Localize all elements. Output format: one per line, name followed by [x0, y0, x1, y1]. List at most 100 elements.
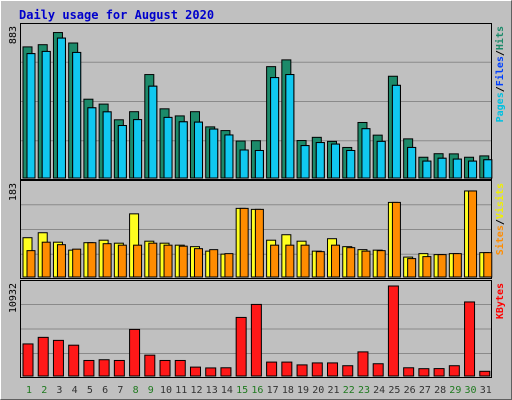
bar-pages-day-24 [376, 140, 386, 179]
day-label-24: 24 [373, 385, 385, 396]
day-label-14: 14 [221, 385, 233, 396]
day-label-7: 7 [117, 385, 123, 396]
bar-sites-day-20 [315, 251, 325, 278]
bar-kbytes-day-13 [205, 367, 217, 377]
bar-sites-day-4 [72, 248, 82, 278]
bar-sites-day-14 [224, 253, 234, 278]
bar-kbytes-day-8 [129, 328, 141, 377]
bar-pages-day-4 [72, 51, 82, 179]
day-label-3: 3 [56, 385, 62, 396]
bar-sites-day-2 [41, 241, 51, 278]
day-label-2: 2 [41, 385, 47, 396]
panel-top: 883 Pages/Files/Hits [8, 23, 506, 180]
bar-sites-day-17 [270, 244, 280, 278]
bar-sites-day-6 [102, 243, 112, 278]
bar-kbytes-day-19 [296, 364, 308, 377]
bar-sites-day-26 [407, 258, 417, 278]
day-label-29: 29 [449, 385, 461, 396]
bar-kbytes-day-18 [281, 361, 293, 377]
day-label-28: 28 [434, 385, 446, 396]
day-label-26: 26 [404, 385, 416, 396]
day-label-23: 23 [358, 385, 370, 396]
day-label-12: 12 [190, 385, 202, 396]
bar-pages-day-6 [102, 111, 112, 179]
day-label-21: 21 [327, 385, 339, 396]
day-label-19: 19 [297, 385, 309, 396]
day-label-18: 18 [282, 385, 294, 396]
bar-sites-day-29 [452, 253, 462, 278]
bar-sites-day-11 [178, 245, 188, 278]
bar-sites-day-24 [376, 250, 386, 278]
bar-kbytes-day-2 [37, 336, 49, 377]
bar-pages-day-16 [254, 149, 264, 179]
bar-sites-day-5 [87, 242, 97, 278]
bar-sites-day-15 [239, 207, 249, 278]
bar-pages-day-3 [56, 37, 66, 179]
legend-hits: Hits [494, 26, 506, 50]
bar-kbytes-day-23 [357, 351, 369, 377]
bar-pages-day-11 [178, 121, 188, 179]
bar-pages-day-26 [407, 146, 417, 179]
day-label-11: 11 [175, 385, 187, 396]
panel-border [20, 23, 492, 180]
bar-kbytes-day-4 [68, 344, 80, 377]
bar-sites-day-30 [468, 190, 478, 278]
bar-kbytes-day-28 [433, 368, 445, 377]
day-label-16: 16 [251, 385, 263, 396]
bar-pages-day-12 [193, 121, 203, 179]
bar-sites-day-23 [361, 250, 371, 278]
bar-pages-day-19 [300, 145, 310, 179]
bar-kbytes-day-5 [83, 359, 95, 377]
bar-pages-day-7 [117, 125, 127, 179]
panel-border [20, 280, 492, 378]
bar-kbytes-day-31 [479, 370, 491, 377]
legend-sites: Sites [494, 225, 506, 255]
bar-pages-day-31 [483, 159, 493, 179]
legend-kbytes: KBytes [495, 283, 506, 319]
day-label-10: 10 [160, 385, 172, 396]
bar-kbytes-day-20 [311, 362, 323, 377]
bar-kbytes-day-12 [189, 366, 201, 377]
bar-pages-day-1 [26, 53, 36, 179]
bar-pages-day-22 [346, 149, 356, 179]
bar-kbytes-day-30 [464, 301, 476, 377]
series-legend: Pages/Files/Hits [494, 26, 506, 122]
bar-kbytes-day-26 [403, 367, 415, 377]
bar-pages-day-29 [452, 158, 462, 179]
day-label-15: 15 [236, 385, 248, 396]
day-label-1: 1 [26, 385, 32, 396]
bar-pages-day-28 [437, 157, 447, 179]
day-label-13: 13 [206, 385, 218, 396]
day-label-4: 4 [72, 385, 78, 396]
day-label-5: 5 [87, 385, 93, 396]
bar-kbytes-day-10 [159, 359, 171, 377]
bar-pages-day-10 [163, 116, 173, 179]
legend-separator: / [495, 50, 506, 56]
bar-kbytes-day-7 [113, 359, 125, 377]
bar-sites-day-27 [422, 256, 432, 278]
bar-pages-day-17 [270, 77, 280, 179]
bar-pages-day-21 [331, 143, 341, 179]
bar-kbytes-day-25 [387, 285, 399, 377]
bar-pages-day-13 [209, 128, 219, 179]
day-label-17: 17 [267, 385, 279, 396]
bar-kbytes-day-27 [418, 368, 430, 377]
chart-title: Daily usage for August 2020 [19, 8, 214, 22]
bar-sites-day-16 [254, 208, 264, 278]
bar-pages-day-5 [87, 107, 97, 179]
bar-sites-day-28 [437, 254, 447, 278]
bar-kbytes-day-6 [98, 359, 110, 377]
max-value-label: 883 [8, 26, 19, 44]
bar-kbytes-day-17 [266, 361, 278, 377]
bar-pages-day-30 [468, 160, 478, 179]
panel-border [20, 180, 492, 279]
bar-kbytes-day-16 [250, 303, 262, 377]
day-label-8: 8 [133, 385, 139, 396]
bar-kbytes-day-14 [220, 367, 232, 377]
panel-bottom: 10932 KBytes [8, 280, 506, 378]
max-value-label: 183 [8, 183, 19, 201]
bar-kbytes-day-11 [174, 359, 186, 377]
bar-sites-day-18 [285, 244, 295, 278]
bar-sites-day-10 [163, 244, 173, 278]
